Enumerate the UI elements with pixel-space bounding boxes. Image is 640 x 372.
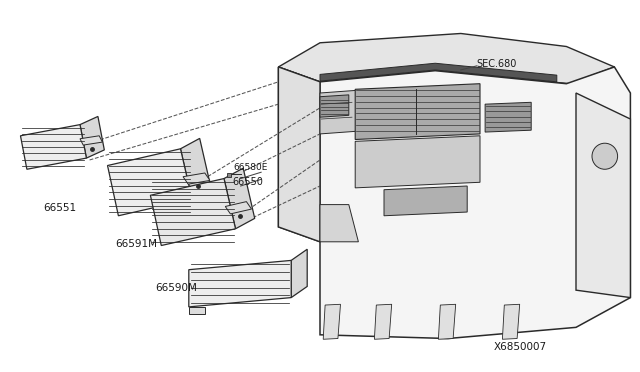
Polygon shape (20, 125, 86, 169)
Polygon shape (355, 136, 480, 188)
Polygon shape (224, 168, 255, 229)
Polygon shape (485, 102, 531, 132)
Polygon shape (320, 67, 630, 339)
Text: 66580E: 66580E (234, 163, 268, 172)
Polygon shape (189, 260, 291, 307)
Text: 66550: 66550 (232, 177, 263, 187)
Polygon shape (320, 95, 349, 117)
Text: SEC.680: SEC.680 (477, 59, 517, 69)
Polygon shape (189, 307, 205, 314)
Text: 66551: 66551 (43, 203, 76, 213)
Polygon shape (225, 202, 252, 214)
Polygon shape (278, 67, 320, 242)
Polygon shape (384, 186, 467, 216)
Polygon shape (576, 93, 630, 298)
Polygon shape (180, 138, 211, 199)
Polygon shape (80, 116, 104, 158)
Polygon shape (291, 249, 307, 298)
Polygon shape (108, 149, 192, 216)
Polygon shape (320, 205, 358, 242)
Polygon shape (355, 84, 480, 140)
Polygon shape (323, 304, 340, 339)
Polygon shape (320, 89, 371, 134)
Polygon shape (278, 33, 614, 84)
Polygon shape (502, 304, 520, 339)
Polygon shape (320, 63, 557, 82)
Text: X6850007: X6850007 (494, 342, 547, 352)
Text: 66590M: 66590M (155, 283, 196, 293)
Polygon shape (438, 304, 456, 339)
Polygon shape (374, 304, 392, 339)
Text: 66591M: 66591M (115, 239, 157, 249)
Ellipse shape (592, 143, 618, 169)
Polygon shape (150, 179, 236, 246)
Polygon shape (183, 173, 210, 184)
Polygon shape (80, 136, 102, 145)
Polygon shape (278, 67, 320, 242)
